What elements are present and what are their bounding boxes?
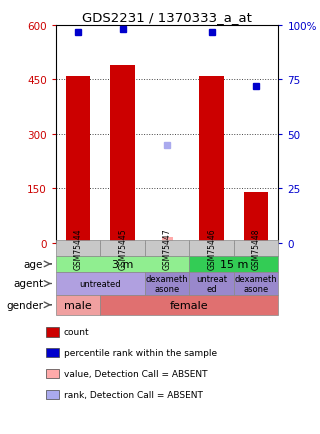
Text: GSM75448: GSM75448 [252, 228, 261, 269]
Text: dexameth
asone: dexameth asone [235, 275, 277, 293]
Text: 3 m: 3 m [112, 260, 133, 269]
Bar [66, 77, 91, 243]
Text: GSM75444: GSM75444 [74, 228, 83, 269]
Text: dexameth
asone: dexameth asone [146, 275, 188, 293]
Text: untreated: untreated [80, 279, 121, 288]
Bar [199, 77, 224, 243]
Text: count: count [64, 328, 90, 336]
Text: value, Detection Call = ABSENT: value, Detection Call = ABSENT [64, 369, 207, 378]
Text: GSM75447: GSM75447 [163, 228, 172, 269]
Text: 15 m: 15 m [220, 260, 248, 269]
Bar [110, 66, 135, 243]
Text: GSM75446: GSM75446 [207, 228, 216, 269]
Title: GDS2231 / 1370333_a_at: GDS2231 / 1370333_a_at [82, 10, 252, 23]
Bar [162, 238, 173, 243]
Text: rank, Detection Call = ABSENT: rank, Detection Call = ABSENT [64, 390, 203, 399]
Text: age: age [24, 260, 43, 269]
Text: female: female [170, 300, 209, 310]
Text: agent: agent [13, 279, 43, 289]
Text: untreat
ed: untreat ed [196, 275, 227, 293]
Text: male: male [64, 300, 92, 310]
Text: gender: gender [6, 300, 43, 310]
Bar [244, 192, 268, 243]
Text: percentile rank within the sample: percentile rank within the sample [64, 349, 217, 357]
Text: GSM75445: GSM75445 [118, 228, 127, 269]
